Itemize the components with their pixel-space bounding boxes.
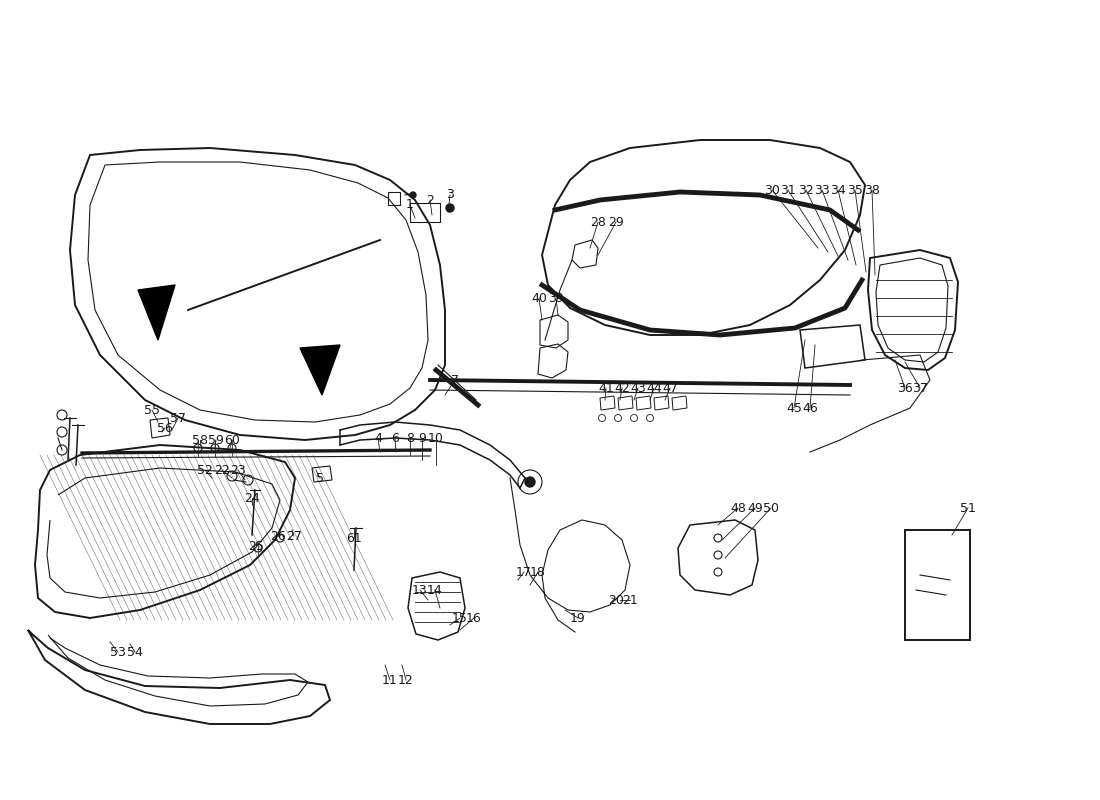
Text: 16: 16 (466, 611, 482, 625)
Text: 37: 37 (912, 382, 928, 394)
Text: 21: 21 (623, 594, 638, 606)
Text: 50: 50 (763, 502, 779, 514)
Circle shape (525, 477, 535, 487)
Text: 30: 30 (764, 183, 780, 197)
Text: 38: 38 (865, 183, 880, 197)
Text: 57: 57 (170, 411, 186, 425)
Polygon shape (300, 345, 340, 395)
Text: 48: 48 (730, 502, 746, 514)
Text: 40: 40 (531, 291, 547, 305)
Circle shape (446, 204, 454, 212)
Text: 58: 58 (192, 434, 208, 446)
Text: 51: 51 (960, 502, 976, 514)
Text: 60: 60 (224, 434, 240, 446)
Text: 4: 4 (374, 431, 382, 445)
Polygon shape (138, 285, 175, 340)
Text: 53: 53 (110, 646, 125, 658)
Text: 3: 3 (447, 189, 454, 202)
Text: 26: 26 (271, 530, 286, 542)
Text: 41: 41 (598, 382, 614, 394)
Text: 35: 35 (847, 183, 862, 197)
Text: 14: 14 (427, 583, 443, 597)
Text: 33: 33 (814, 183, 829, 197)
Text: 39: 39 (548, 291, 564, 305)
Text: 44: 44 (646, 382, 662, 394)
Text: 46: 46 (802, 402, 818, 414)
Text: 22: 22 (214, 463, 230, 477)
Text: 2: 2 (426, 194, 433, 206)
Text: 5: 5 (316, 471, 324, 485)
Text: 32: 32 (799, 183, 814, 197)
Text: 10: 10 (428, 431, 444, 445)
Text: 17: 17 (516, 566, 532, 578)
Text: 43: 43 (630, 382, 646, 394)
Text: 15: 15 (452, 611, 468, 625)
Text: 6: 6 (392, 431, 399, 445)
Text: 25: 25 (249, 539, 264, 553)
Text: 23: 23 (230, 463, 246, 477)
Text: 42: 42 (614, 382, 630, 394)
Text: 1: 1 (406, 198, 414, 211)
Text: 9: 9 (418, 431, 426, 445)
Text: 56: 56 (157, 422, 173, 434)
Text: 11: 11 (382, 674, 398, 686)
Text: 20: 20 (608, 594, 624, 606)
Text: 24: 24 (244, 491, 260, 505)
Text: 28: 28 (590, 215, 606, 229)
Circle shape (410, 192, 416, 198)
Text: 7: 7 (451, 374, 459, 386)
Text: 54: 54 (128, 646, 143, 658)
Text: 19: 19 (570, 611, 586, 625)
Text: 31: 31 (780, 183, 796, 197)
Text: 36: 36 (898, 382, 913, 394)
Text: 12: 12 (398, 674, 414, 686)
Text: 52: 52 (197, 463, 213, 477)
Text: 59: 59 (208, 434, 224, 446)
Text: 45: 45 (786, 402, 802, 414)
Text: 55: 55 (144, 403, 159, 417)
Text: 61: 61 (346, 531, 362, 545)
Text: 34: 34 (830, 183, 846, 197)
Text: 13: 13 (412, 583, 428, 597)
Text: 47: 47 (662, 382, 678, 394)
Text: 29: 29 (608, 215, 624, 229)
Text: 18: 18 (530, 566, 546, 578)
Text: 49: 49 (747, 502, 763, 514)
Text: 8: 8 (406, 431, 414, 445)
Text: 27: 27 (286, 530, 301, 542)
